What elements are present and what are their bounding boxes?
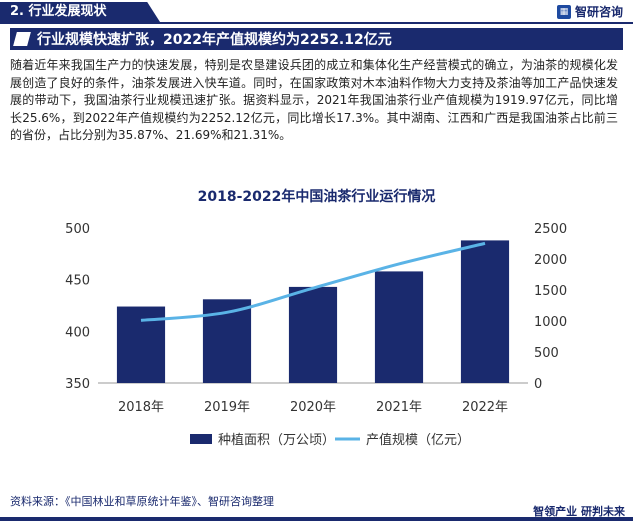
headline-banner: 行业规模快速扩张，2022年产值规模约为2252.12亿元 xyxy=(10,28,623,50)
bar xyxy=(374,271,424,383)
footer-slogan: 智领产业 研判未来 xyxy=(533,505,625,518)
bar xyxy=(460,240,510,383)
y-right-tick-label: 2000 xyxy=(534,253,567,268)
brand-icon: ▦ xyxy=(556,4,571,19)
y-right-tick-label: 0 xyxy=(534,377,542,392)
legend-label-bars: 种植面积（万公顷） xyxy=(218,433,335,448)
y-right-tick-label: 2500 xyxy=(534,222,567,237)
y-left-tick-label: 400 xyxy=(65,325,90,340)
legend-label-line: 产值规模（亿元） xyxy=(366,432,470,448)
source-note: 资料来源：《中国林业和草原统计年鉴》、智研咨询整理 xyxy=(10,495,274,508)
brand-name: 智研咨询 xyxy=(574,5,623,19)
y-left-tick-label: 450 xyxy=(65,274,90,289)
section-title: 2. 行业发展现状 xyxy=(0,2,160,22)
x-tick-label: 2021年 xyxy=(376,400,422,415)
legend-swatch-bars xyxy=(190,434,212,444)
x-tick-label: 2020年 xyxy=(290,400,336,415)
chart-title: 2018-2022年中国油茶行业运行情况 xyxy=(197,189,436,205)
x-tick-label: 2018年 xyxy=(118,400,164,415)
brand-logo: ▦ 智研咨询 xyxy=(556,3,623,20)
body-paragraph: 随着近年来我国生产力的快速发展，特别是农垦建设兵团的成立和集体化生产经营模式的确… xyxy=(10,58,618,143)
bottom-divider xyxy=(0,517,633,521)
top-bar: 2. 行业发展现状 ▦ 智研咨询 xyxy=(0,0,633,22)
x-tick-label: 2019年 xyxy=(204,400,250,415)
y-right-tick-label: 500 xyxy=(534,346,559,361)
x-tick-label: 2022年 xyxy=(462,400,508,415)
y-right-tick-label: 1500 xyxy=(534,284,567,299)
top-divider xyxy=(0,22,633,24)
bar xyxy=(288,286,338,383)
y-right-tick-label: 1000 xyxy=(534,315,567,330)
y-left-tick-label: 500 xyxy=(65,222,90,237)
headline-text: 行业规模快速扩张，2022年产值规模约为2252.12亿元 xyxy=(37,32,392,48)
y-left-tick-label: 350 xyxy=(65,377,90,392)
